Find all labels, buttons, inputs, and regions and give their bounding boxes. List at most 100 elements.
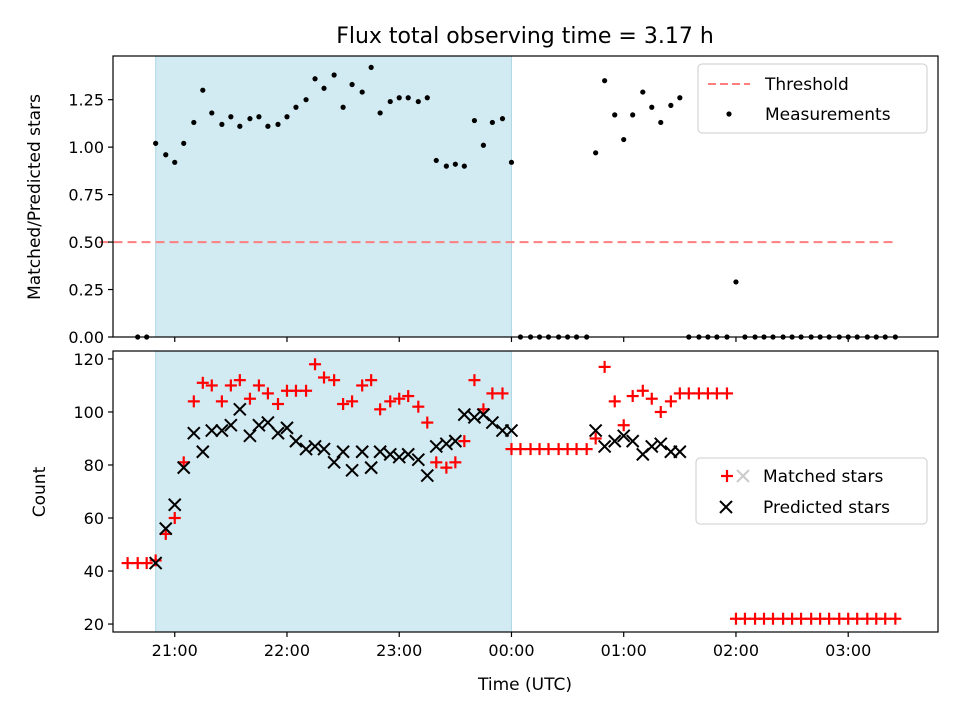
predicted-star-point — [457, 407, 472, 422]
measurement-point — [658, 119, 664, 126]
predicted-star-point — [485, 415, 500, 430]
measurement-point — [303, 97, 309, 103]
predicted-star-point — [261, 415, 275, 430]
matched-star-point — [393, 392, 406, 405]
ratio-y-axis: 0.00 0.25 0.50 0.75 1.00 1.25 — [68, 91, 113, 347]
x-tick-label: 01:00 — [601, 641, 647, 660]
y-tick-label: 60 — [84, 509, 104, 528]
matched-star-point — [823, 612, 836, 625]
measurement-point — [733, 279, 739, 285]
matched-star-point — [224, 379, 237, 392]
measurement-point — [172, 159, 178, 165]
y-tick-label: 120 — [73, 350, 104, 369]
measurement-point — [461, 163, 467, 169]
measurement-point — [153, 140, 159, 146]
legend-measurements-swatch — [726, 111, 732, 117]
predicted-star-point — [467, 410, 482, 424]
predicted-star-point — [336, 445, 350, 459]
observing-window-span — [155, 55, 512, 338]
matched-star-point — [121, 557, 134, 570]
matched-star-point — [468, 374, 481, 387]
legend-predicted-swatch — [719, 500, 733, 514]
matched-star-point — [233, 374, 246, 387]
measurement-point — [621, 136, 627, 143]
predicted-star-point — [205, 423, 219, 438]
y-tick-label: 0.00 — [68, 328, 104, 347]
measurement-point — [349, 81, 355, 88]
matched-star-point — [449, 456, 462, 469]
predicted-star-point — [420, 468, 434, 483]
matched-star-point — [664, 395, 677, 408]
matched-star-point — [580, 443, 593, 456]
matched-star-point — [738, 612, 751, 625]
ratio-axes-frame — [112, 55, 939, 338]
measurement-point — [228, 114, 234, 120]
predicted-star-point — [411, 452, 426, 467]
matched-star-point — [440, 461, 453, 474]
matched-star-point — [617, 419, 630, 432]
matched-star-point — [889, 612, 902, 625]
predicted-star-point — [429, 439, 443, 454]
observing-window-span — [155, 350, 512, 633]
measurement-point — [649, 104, 655, 110]
predicted-star-point — [392, 450, 406, 464]
legend-measurements-label: Measurements — [765, 105, 891, 125]
measurement-point — [331, 72, 337, 78]
matched-star-point — [795, 612, 808, 625]
y-tick-label: 0.75 — [68, 186, 104, 205]
measurement-point — [612, 112, 618, 118]
y-tick-label: 1.25 — [68, 91, 104, 110]
predicted-star-point — [215, 423, 229, 438]
matched-star-point — [626, 390, 639, 403]
predicted-star-point — [383, 447, 397, 462]
matched-star-point — [486, 387, 499, 400]
matched-star-point — [542, 443, 555, 456]
matched-star-point — [261, 387, 274, 400]
measurement-point — [209, 110, 215, 116]
measurement-point — [396, 95, 402, 101]
matched-star-point — [402, 390, 415, 403]
legend-matched-swatch — [721, 469, 750, 483]
x-tick-label: 21:00 — [152, 641, 198, 660]
matched-star-point — [356, 379, 369, 392]
measurement-point — [405, 95, 411, 101]
measurement-point — [340, 104, 346, 110]
predicted-star-point — [317, 442, 331, 456]
count-axes-frame — [112, 350, 939, 633]
predicted-star-point — [243, 429, 257, 443]
matched-star-point — [365, 374, 378, 387]
matched-star-point — [300, 384, 313, 397]
measurement-point — [275, 121, 281, 127]
legend-threshold-label: Threshold — [764, 75, 849, 95]
matched-star-point — [608, 395, 621, 408]
matched-star-point — [168, 512, 181, 525]
predicted-star-point — [345, 463, 359, 477]
matched-star-point — [215, 395, 228, 408]
matched-star-point — [570, 443, 583, 456]
matched-star-point — [879, 612, 892, 625]
ratio-x-axis — [174, 337, 849, 342]
measurement-point — [237, 123, 243, 129]
measurement-point — [247, 116, 253, 122]
predicted-star-point — [673, 445, 687, 459]
measurement-point — [321, 85, 327, 91]
predicted-star-point — [625, 434, 640, 448]
matched-star-point — [318, 371, 331, 384]
predicted-star-point — [364, 460, 378, 475]
measurement-point — [284, 114, 290, 120]
predicted-star-point — [355, 445, 369, 459]
matched-star-point — [346, 395, 359, 408]
matched-star-point — [720, 387, 733, 400]
x-tick-label: 00:00 — [488, 641, 534, 660]
count-x-axis: 21:00 22:00 23:00 00:00 01:00 02:00 03:00 — [152, 632, 871, 660]
matched-star-point — [289, 384, 302, 397]
matched-star-point — [196, 376, 209, 389]
matched-star-point — [309, 358, 322, 371]
measurement-point — [265, 123, 271, 129]
measurement-point — [293, 104, 299, 110]
measurement-point — [668, 102, 674, 108]
matched-star-point — [272, 398, 284, 411]
measurement-point — [191, 119, 197, 126]
matched-star-point — [851, 612, 864, 625]
x-axis-label: Time (UTC) — [477, 675, 572, 695]
